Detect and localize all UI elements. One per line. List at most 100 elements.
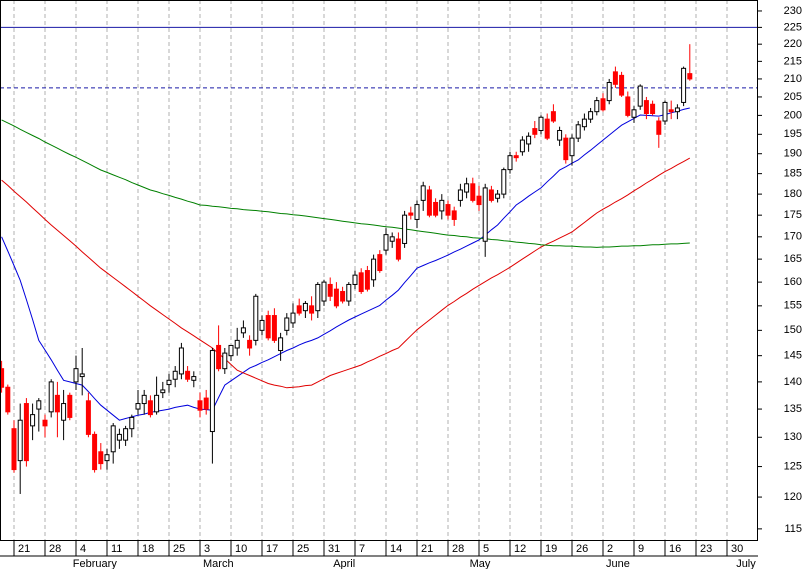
candle-body: [395, 238, 401, 260]
y-tick-label: 155: [784, 300, 802, 312]
candle-body: [216, 344, 222, 370]
candle-body: [178, 347, 184, 375]
candle-body: [234, 339, 240, 349]
x-tick-label: 21: [18, 543, 30, 555]
candle-body: [519, 139, 525, 153]
candle-body: [501, 169, 507, 195]
y-tick-label: 130: [784, 431, 802, 443]
y-tick-label: 195: [784, 128, 802, 140]
y-tick-label: 220: [784, 38, 802, 50]
candle-body: [209, 350, 215, 433]
candle-body: [85, 400, 91, 435]
candle-body: [116, 433, 122, 441]
candle-body: [160, 389, 166, 394]
candle-body: [619, 74, 625, 96]
x-tick-label: 28: [452, 543, 464, 555]
candle-body: [278, 337, 284, 352]
candle-body: [352, 274, 358, 285]
candle-body: [346, 283, 352, 302]
candle-body: [426, 189, 432, 216]
candle-body: [631, 109, 637, 118]
x-tick-label: 30: [731, 543, 743, 555]
candle-body: [544, 118, 550, 139]
candle-body: [197, 400, 203, 411]
candle-body: [532, 128, 538, 135]
candle-body: [495, 193, 501, 199]
candle-body: [420, 185, 426, 201]
candle-body: [259, 319, 265, 331]
candle-body: [123, 428, 129, 441]
x-tick-label: 21: [421, 543, 433, 555]
candle-body: [240, 327, 246, 334]
y-tick-label: 125: [784, 460, 802, 472]
candle-body: [476, 195, 482, 206]
x-tick-label: 9: [638, 543, 644, 555]
candle-body: [191, 376, 197, 381]
candle-body: [302, 302, 308, 312]
y-tick-label: 175: [784, 209, 802, 221]
candle-body: [439, 199, 445, 212]
candle-body: [315, 283, 321, 312]
candle-body: [656, 120, 662, 135]
candle-body: [408, 212, 414, 216]
candle-body: [637, 85, 643, 107]
y-tick-label: 180: [784, 188, 802, 200]
candle-body: [61, 403, 67, 421]
candle-body: [271, 315, 277, 341]
x-tick-label: 31: [328, 543, 340, 555]
x-tick-label: 11: [111, 543, 122, 555]
candle-body: [172, 370, 178, 380]
candle-body: [79, 373, 85, 378]
x-tick-label: 7: [359, 543, 365, 555]
candle-body: [383, 234, 389, 251]
candle-body: [364, 270, 370, 290]
x-tick-label: 28: [49, 543, 61, 555]
candle-body: [538, 116, 544, 131]
candle-body: [550, 111, 556, 122]
x-tick-label: 23: [700, 543, 712, 555]
candle-body: [445, 204, 451, 216]
candle-body: [17, 419, 23, 462]
y-tick-label: 205: [784, 91, 802, 103]
y-tick-label: 145: [784, 350, 802, 362]
candle-body: [309, 305, 315, 314]
candle-body: [377, 254, 383, 272]
y-tick-label: 230: [784, 5, 802, 17]
candle-body: [296, 305, 302, 314]
y-tick-label: 200: [784, 109, 802, 121]
candle-body: [371, 258, 377, 281]
x-tick-label: 25: [297, 543, 309, 555]
candle-body: [606, 82, 612, 102]
candle-body: [141, 394, 147, 405]
candle-body: [154, 394, 160, 413]
candle-body: [526, 135, 532, 145]
candle-body: [265, 315, 271, 339]
candle-body: [333, 288, 339, 307]
y-tick-label: 170: [784, 231, 802, 243]
candle-body: [569, 137, 575, 157]
candle-body: [563, 137, 569, 161]
y-tick-label: 210: [784, 73, 802, 85]
candle-body: [135, 403, 141, 410]
x-tick-label: 25: [173, 543, 185, 555]
candle-body: [0, 368, 5, 388]
candle-body: [557, 129, 563, 141]
candle-body: [650, 103, 656, 115]
candle-body: [612, 71, 618, 85]
candle-body: [488, 189, 494, 201]
candle-body: [222, 352, 228, 370]
x-tick-label: 26: [576, 543, 588, 555]
average-line: [1, 157, 691, 389]
candle-body: [321, 281, 327, 302]
candle-body: [327, 283, 333, 297]
y-tick-label: 120: [784, 491, 802, 503]
y-tick-label: 135: [784, 403, 802, 415]
month-label: June: [606, 558, 630, 569]
y-tick-label: 160: [784, 276, 802, 288]
y-tick-label: 165: [784, 253, 802, 265]
candle-body: [470, 183, 476, 201]
month-label: February: [73, 558, 118, 569]
y-tick-label: 215: [784, 55, 802, 67]
